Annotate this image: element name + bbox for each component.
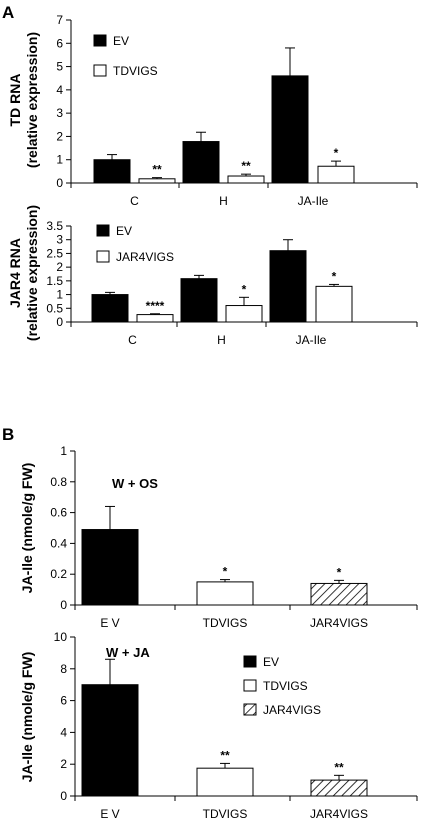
y-axis-label: (relative expression) [24,205,40,341]
significance-label: * [242,282,247,296]
ja-ile-wos-chart: 0 0.2 0.4 0.6 0.8 1 JA-Ile (nmole/g FW) E V * TDV… [19,444,418,630]
bar-3 [310,582,368,606]
legend-swatch [243,679,257,692]
legend-swatch [96,224,110,237]
y-tick-label: 6 [56,36,63,50]
significance-label: ** [152,163,162,177]
x-tick-label: C [128,333,137,347]
panel-label-a: A [2,3,14,22]
y-tick-label: 2 [60,757,67,771]
significance-label: ** [220,748,230,762]
bar-tdvigs-2 [227,175,265,184]
legend-label: TDVIGS [263,679,308,693]
y-axis-label: (relative expression) [24,32,40,168]
y-tick-label: 1 [56,153,63,167]
y-tick-label: 8 [60,662,67,676]
y-tick-label: 3.5 [46,219,63,233]
bar-ev-2 [180,278,218,323]
y-tick-label: 2 [56,129,63,143]
y-tick-label: 7 [56,13,63,27]
bar-1 [81,684,139,797]
y-tick-label: 3 [56,106,63,120]
y-tick-label: 0.2 [50,567,67,581]
y-tick-label: 1 [56,288,63,302]
y-tick-label: 5 [56,60,63,74]
panel-label-b: B [2,425,14,444]
bar-ev-2 [182,141,220,184]
x-tick-label: JA-Ile [298,194,329,208]
legend-label: EV [113,34,129,48]
bar-3 [310,779,368,797]
bar-ev-3 [271,75,309,184]
y-axis-label: TD RNA [7,74,23,127]
condition-label: W + JA [106,645,150,660]
significance-label: * [223,565,228,579]
legend-swatch [93,64,107,77]
legend-label: JAR4VIGS [263,703,321,717]
bar-ev-1 [93,159,131,184]
y-tick-label: 2 [56,260,63,274]
legend-label: TDVIGS [113,64,158,78]
y-tick-label: 3 [56,233,63,247]
y-tick-label: 0 [56,315,63,329]
y-tick-label: 0.4 [50,536,67,550]
x-tick-label: H [219,194,228,208]
significance-label: ** [334,760,344,774]
x-tick-label: JAR4VIGS [310,616,368,630]
significance-label: **** [146,299,165,313]
y-tick-label: 1 [60,444,67,458]
legend-swatch [243,655,257,668]
y-axis-label: JA-Ile (nmole/g FW) [19,463,35,594]
condition-label: W + OS [112,476,158,491]
x-tick-label: H [217,333,226,347]
y-tick-label: 6 [60,694,67,708]
significance-label: * [332,269,337,283]
bar-tdvigs-1 [138,178,176,184]
significance-label: * [337,565,342,579]
bar-tdvigs-3 [317,165,355,184]
y-tick-label: 4 [60,725,67,739]
y-axis-label: JA-Ile (nmole/g FW) [19,652,35,783]
td-rna-chart: 0 1 2 3 4 5 6 7 TD RNA (relative expression) C H JA-… [7,13,418,208]
x-tick-label: TDVIGS [203,616,248,630]
significance-label: ** [241,159,251,173]
legend-swatch [243,703,257,716]
y-tick-label: 0.8 [50,475,67,489]
legend-label: JAR4VIGS [116,250,174,264]
bar-2 [196,767,254,797]
y-tick-label: 0.6 [50,506,67,520]
x-tick-label: E V [100,807,119,821]
bar-ev-1 [91,294,129,323]
legend-swatch [93,34,107,47]
ja-ile-wja-chart: 0 2 4 6 8 10 JA-Ile (nmole/g FW) E V ** TDVIGS ** J… [19,630,418,821]
y-tick-label: 4 [56,83,63,97]
y-tick-label: 0 [56,176,63,190]
bar-jar4vigs-2 [225,305,263,323]
bar-1 [81,529,139,606]
y-tick-label: 2.5 [46,246,63,260]
x-tick-label: JAR4VIGS [310,807,368,821]
bar-jar4vigs-1 [136,314,174,323]
x-tick-label: E V [100,616,119,630]
bar-2 [196,581,254,606]
significance-label: * [334,146,339,160]
legend-label: EV [263,655,279,669]
y-tick-label: 0 [60,789,67,803]
jar4-rna-chart: 00.511.522.533.5 JAR4 RNA (relative expres… [7,205,418,347]
legend-label: EV [116,224,132,238]
y-tick-label: 1.5 [46,274,63,288]
y-tick-label: 0 [60,598,67,612]
bar-jar4vigs-3 [315,285,353,323]
x-tick-label: JA-Ile [296,333,327,347]
y-axis-label: JAR4 RNA [7,238,23,308]
x-tick-label: C [130,194,139,208]
x-tick-label: TDVIGS [203,807,248,821]
y-tick-label: 10 [54,630,68,644]
legend-swatch [96,250,110,263]
bar-ev-3 [269,250,307,323]
y-tick-label: 0.5 [46,301,63,315]
